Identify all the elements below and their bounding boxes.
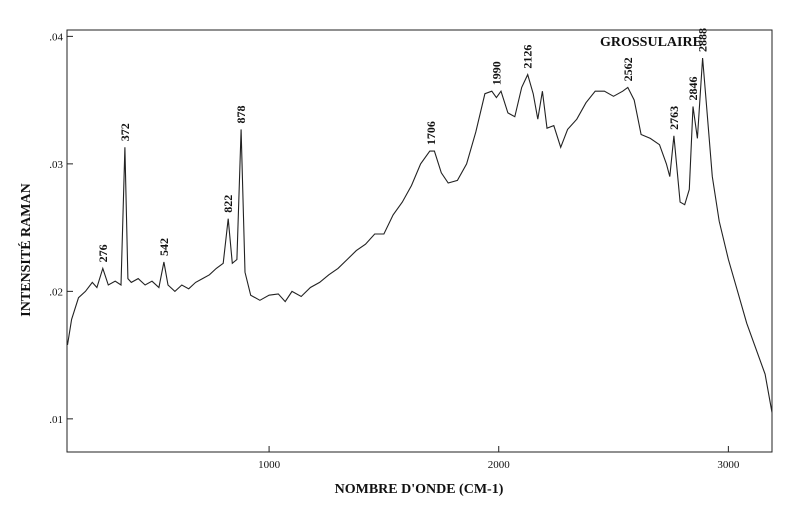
peak-label: 372: [118, 123, 132, 141]
x-tick-label: 2000: [488, 459, 511, 471]
y-tick-label: .04: [49, 31, 63, 43]
y-tick-label: .01: [49, 414, 63, 426]
peak-label: 2126: [521, 45, 535, 69]
peak-label: 1990: [489, 61, 503, 85]
plot-frame: [66, 29, 773, 453]
x-axis-label: NOMBRE D'ONDE (CM-1): [335, 482, 504, 497]
peak-label: 2846: [686, 76, 700, 100]
peak-label: 276: [96, 244, 110, 262]
spectrum-line: [66, 57, 773, 413]
peak-label: 822: [221, 195, 235, 213]
peak-label: 1706: [424, 121, 438, 145]
peak-label: 878: [234, 105, 248, 123]
peak-label: 2562: [621, 57, 635, 81]
x-tick-label: 3000: [717, 459, 740, 471]
peak-label: 2888: [696, 28, 710, 52]
y-axis-label: INTENSITÉ RAMAN: [17, 183, 34, 316]
peak-label: 542: [157, 238, 171, 256]
x-tick-label: 1000: [258, 459, 281, 471]
y-tick-label: .03: [49, 159, 63, 171]
chart-title: GROSSULAIRE: [600, 35, 702, 50]
y-tick-label: .02: [49, 286, 63, 298]
peak-label: 2763: [667, 106, 681, 130]
